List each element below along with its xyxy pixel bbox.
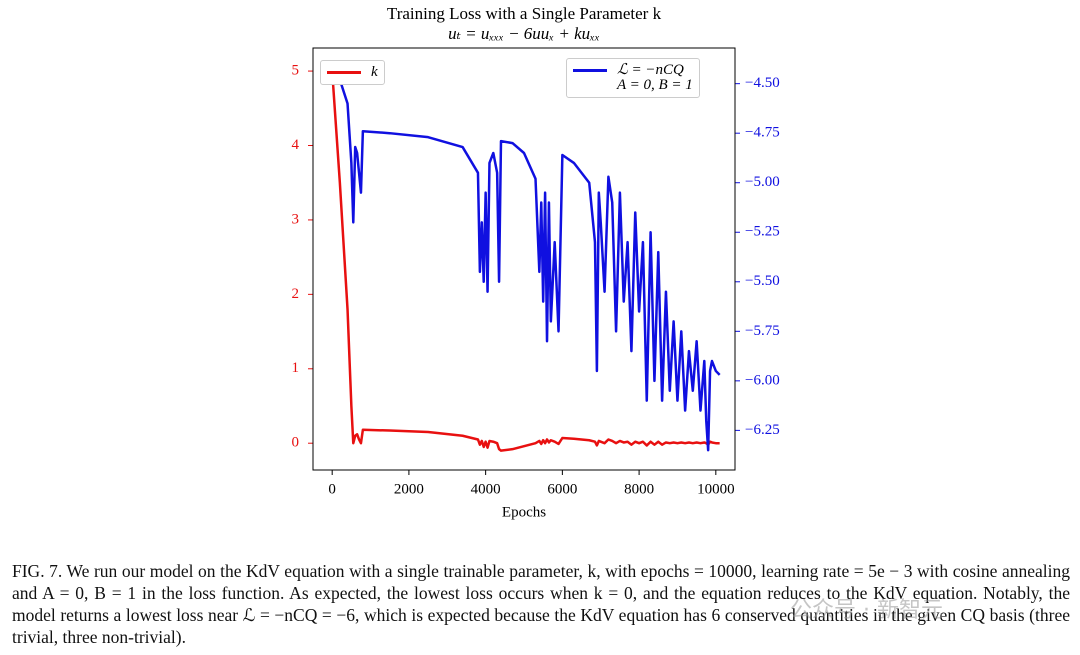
y-tick-label: 2	[292, 286, 300, 302]
watermark: 公众号 · 新智元	[790, 598, 943, 623]
plot-frame	[312, 47, 736, 471]
legend: k	[320, 60, 385, 85]
y-tick-label: 0	[292, 435, 300, 451]
x-tick-label: 0	[328, 481, 336, 497]
legend-label: ℒ = −nCQ A = 0, B = 1	[617, 62, 693, 93]
caption: FIG. 7. We run our model on the KdV equa…	[12, 561, 1070, 647]
y2-tick-label: −5.25	[745, 224, 780, 240]
legend-swatch	[327, 71, 361, 74]
x-tick-label: 6000	[547, 481, 577, 497]
y2-tick-label: −6.25	[745, 422, 780, 438]
y-tick-label: 1	[292, 360, 300, 376]
y2-tick-label: −6.00	[745, 372, 780, 388]
y2-tick-label: −4.50	[745, 75, 780, 91]
y2-tick-label: −5.50	[745, 273, 780, 289]
legend-swatch	[573, 69, 607, 72]
x-tick-label: 2000	[394, 481, 424, 497]
y-tick-label: 5	[292, 63, 300, 79]
x-axis-label: Epochs	[502, 504, 546, 520]
y-tick-label: 4	[292, 137, 300, 153]
y2-tick-label: −4.75	[745, 125, 780, 141]
x-tick-label: 10000	[697, 481, 735, 497]
x-tick-label: 4000	[471, 481, 501, 497]
legend: ℒ = −nCQ A = 0, B = 1	[566, 58, 700, 98]
legend-label: k	[371, 64, 378, 80]
y2-tick-label: −5.00	[745, 174, 780, 190]
chart: Training Loss with a Single Parameter k …	[292, 4, 780, 521]
chart-subtitle: uₜ = uₓₓₓ − 6uuₓ + kuₓₓ	[448, 24, 600, 43]
x-tick-label: 8000	[624, 481, 654, 497]
series-line	[331, 69, 721, 452]
series-line	[330, 70, 720, 452]
y-tick-label: 3	[292, 211, 300, 227]
y2-tick-label: −5.75	[745, 323, 780, 339]
chart-title: Training Loss with a Single Parameter k	[387, 4, 662, 23]
